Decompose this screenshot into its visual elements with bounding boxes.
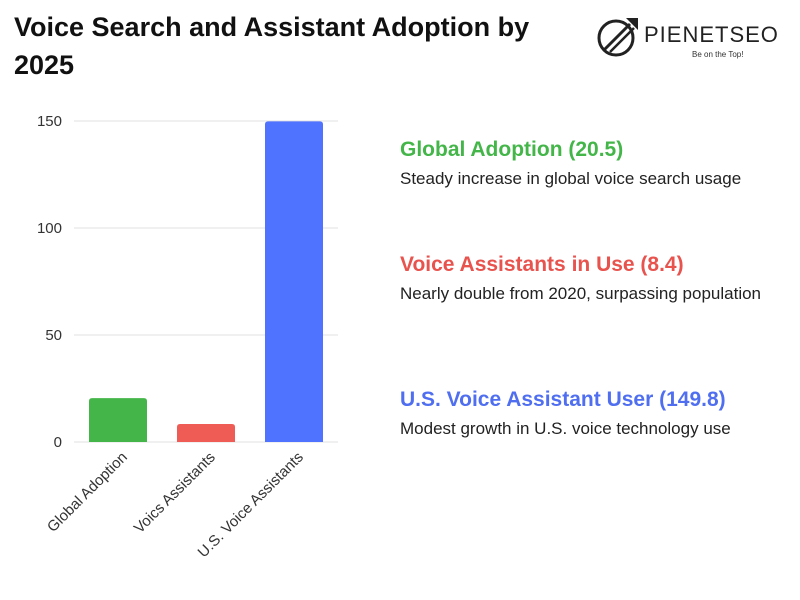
bar-global-adoption bbox=[89, 398, 147, 442]
bars bbox=[89, 121, 323, 442]
y-tick-label: 0 bbox=[54, 434, 62, 451]
y-tick-label: 100 bbox=[37, 220, 62, 237]
annotation-text: Nearly double from 2020, surpassing popu… bbox=[400, 284, 762, 303]
annotation-heading: Voice Assistants in Use (8.4) bbox=[400, 253, 684, 276]
annotation-heading: Global Adoption (20.5) bbox=[400, 138, 624, 161]
brand-name: PIENETSEO bbox=[644, 22, 779, 47]
brand-logo: PIENETSEO Be on the Top! bbox=[596, 14, 792, 64]
brand-tagline: Be on the Top! bbox=[692, 50, 744, 59]
annotation-us-voice-assistant: U.S. Voice Assistant User (149.8) Modest… bbox=[400, 386, 790, 442]
annotation-voice-assistants: Voice Assistants in Use (8.4) Nearly dou… bbox=[400, 251, 790, 307]
logo-icon bbox=[597, 18, 638, 57]
y-axis-ticks: 0 50 100 150 bbox=[37, 113, 62, 451]
y-tick-label: 50 bbox=[45, 327, 62, 344]
annotation-text: Steady increase in global voice search u… bbox=[400, 169, 742, 188]
chart-title: Voice Search and Assistant Adoption by 2… bbox=[14, 12, 530, 80]
bar-u-s-voice-assistants bbox=[265, 121, 323, 442]
y-tick-label: 150 bbox=[37, 113, 62, 130]
x-category-label: Global Adoption bbox=[44, 449, 131, 536]
bar-voics-assistants bbox=[177, 424, 235, 442]
annotation-heading: U.S. Voice Assistant User (149.8) bbox=[400, 388, 726, 411]
annotation-global-adoption: Global Adoption (20.5) Steady increase i… bbox=[400, 136, 790, 192]
x-category-label: Voics Assistants bbox=[131, 449, 219, 537]
annotation-text: Modest growth in U.S. voice technology u… bbox=[400, 419, 731, 438]
bar-chart: 0 50 100 150 Global Adoption Voics Assistant… bbox=[37, 113, 338, 561]
